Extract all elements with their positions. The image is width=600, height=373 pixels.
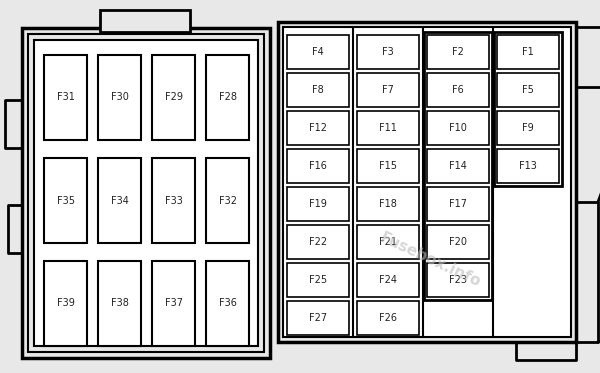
Text: F11: F11: [379, 123, 397, 133]
Text: F19: F19: [309, 199, 327, 209]
Bar: [152, 261, 195, 346]
Text: F38: F38: [110, 298, 128, 308]
Text: F30: F30: [110, 93, 128, 103]
Bar: [287, 73, 349, 107]
Text: F5: F5: [522, 85, 534, 95]
Text: F21: F21: [379, 237, 397, 247]
Bar: [357, 301, 419, 335]
Bar: [287, 149, 349, 183]
Bar: [152, 158, 195, 243]
Bar: [287, 35, 349, 69]
Bar: [357, 225, 419, 259]
Text: F2: F2: [452, 47, 464, 57]
Text: F13: F13: [519, 161, 537, 171]
Text: F17: F17: [449, 199, 467, 209]
Bar: [206, 158, 249, 243]
Bar: [427, 187, 489, 221]
Text: F6: F6: [452, 85, 464, 95]
Bar: [427, 149, 489, 183]
Bar: [497, 35, 559, 69]
Bar: [98, 55, 141, 140]
Bar: [278, 22, 576, 342]
Text: F39: F39: [56, 298, 74, 308]
Bar: [98, 158, 141, 243]
Bar: [427, 263, 489, 297]
Text: F26: F26: [379, 313, 397, 323]
Bar: [152, 55, 195, 140]
Bar: [98, 261, 141, 346]
Text: F31: F31: [56, 93, 74, 103]
Bar: [206, 261, 249, 346]
Bar: [22, 28, 270, 358]
Text: F16: F16: [309, 161, 327, 171]
Bar: [287, 301, 349, 335]
Bar: [427, 73, 489, 107]
Bar: [357, 73, 419, 107]
Bar: [34, 40, 258, 346]
Bar: [427, 35, 489, 69]
Text: F37: F37: [164, 298, 182, 308]
Text: F20: F20: [449, 237, 467, 247]
Text: F28: F28: [218, 93, 236, 103]
Bar: [427, 225, 489, 259]
Bar: [287, 111, 349, 145]
Bar: [427, 111, 489, 145]
Text: F15: F15: [379, 161, 397, 171]
Text: F29: F29: [164, 93, 182, 103]
Text: F27: F27: [309, 313, 327, 323]
Text: F35: F35: [56, 195, 74, 206]
Bar: [44, 55, 87, 140]
Bar: [357, 35, 419, 69]
Bar: [287, 225, 349, 259]
Bar: [287, 263, 349, 297]
Bar: [357, 263, 419, 297]
Bar: [357, 111, 419, 145]
Text: Fusebox.info: Fusebox.info: [377, 230, 483, 290]
Text: F25: F25: [309, 275, 327, 285]
Text: F3: F3: [382, 47, 394, 57]
Bar: [357, 187, 419, 221]
Bar: [424, 32, 492, 300]
Text: F18: F18: [379, 199, 397, 209]
Bar: [494, 32, 562, 186]
Text: F4: F4: [312, 47, 324, 57]
Bar: [44, 261, 87, 346]
Bar: [357, 149, 419, 183]
Text: F22: F22: [309, 237, 327, 247]
Bar: [497, 149, 559, 183]
Bar: [283, 27, 571, 337]
Text: F33: F33: [164, 195, 182, 206]
Text: F7: F7: [382, 85, 394, 95]
Bar: [28, 34, 264, 352]
Text: F23: F23: [449, 275, 467, 285]
Text: F12: F12: [309, 123, 327, 133]
Bar: [497, 73, 559, 107]
Bar: [100, 10, 190, 32]
Text: F10: F10: [449, 123, 467, 133]
Text: F14: F14: [449, 161, 467, 171]
Text: F9: F9: [522, 123, 534, 133]
Bar: [497, 111, 559, 145]
Text: F8: F8: [312, 85, 324, 95]
Text: F36: F36: [218, 298, 236, 308]
Bar: [206, 55, 249, 140]
Bar: [44, 158, 87, 243]
Text: F32: F32: [218, 195, 236, 206]
Text: F1: F1: [522, 47, 534, 57]
Bar: [287, 187, 349, 221]
Text: F34: F34: [110, 195, 128, 206]
Text: F24: F24: [379, 275, 397, 285]
